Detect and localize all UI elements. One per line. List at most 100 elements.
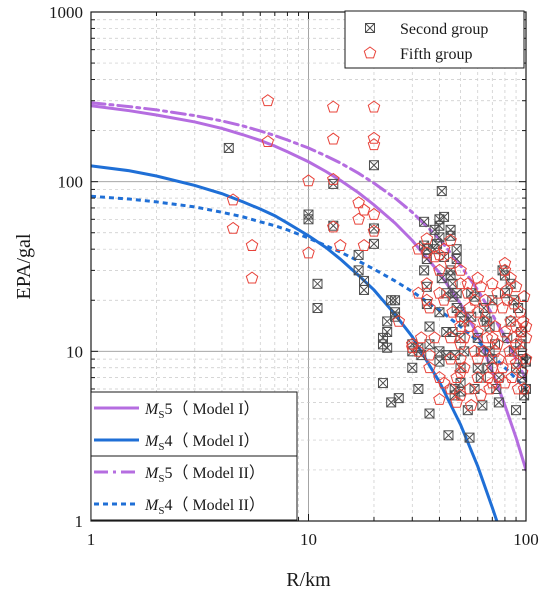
fifth-group-point	[457, 331, 471, 344]
fifth-group-point	[471, 305, 485, 318]
legend-bottom: MS5（ Model I）MS4（ Model I）MS5（ Model II）…	[90, 391, 298, 521]
fifth-group-point	[423, 301, 436, 314]
legend-bottom-sub: S	[158, 441, 164, 453]
x-tick-label: 100	[513, 530, 539, 549]
fifth-group-point	[405, 341, 419, 354]
fifth-group-point	[516, 314, 530, 327]
fifth-group-point	[420, 232, 434, 245]
second-group-point	[419, 216, 430, 227]
fifth-group-point	[479, 293, 492, 306]
fifth-group-point	[352, 212, 365, 225]
fifth-group-point	[471, 325, 485, 338]
fifth-group-point	[302, 246, 315, 259]
scatter-layer	[223, 94, 533, 443]
tick-layer: 1 10 100 1 10 100 1000	[49, 3, 539, 549]
fifth-group-point	[412, 344, 425, 357]
fifth-group-point	[463, 301, 476, 314]
second-group-point	[390, 295, 401, 306]
second-group-point	[377, 378, 388, 389]
legend-fifth-group-marker	[363, 46, 377, 59]
second-group-point	[424, 339, 435, 350]
fifth-group-point	[357, 203, 371, 216]
second-group-point	[464, 432, 475, 443]
legend-bottom-label: MS5（ Model I）	[144, 400, 260, 421]
fifth-group-point	[420, 246, 434, 259]
fifth-group-point	[261, 135, 275, 148]
fifth-group-point	[500, 283, 514, 296]
fifth-group-point	[302, 174, 315, 187]
fifth-group-point	[500, 293, 514, 306]
fifth-group-point	[423, 361, 436, 374]
fifth-group-point	[226, 193, 240, 206]
y-axis-label: EPA/gal	[13, 233, 35, 299]
fifth-group-point	[474, 280, 488, 293]
fifth-group-point	[392, 314, 406, 327]
fifth-group-point	[367, 131, 381, 144]
fifth-group-point	[454, 310, 467, 323]
fifth-group-point	[464, 398, 478, 411]
second-group-point	[472, 362, 483, 373]
legend-bottom-prefix: M	[144, 465, 160, 482]
second-group-point	[382, 327, 393, 338]
second-group-point	[359, 275, 370, 286]
fifth-group-point	[433, 371, 446, 383]
second-group-point	[449, 350, 460, 361]
legend-bottom-text: 5（ Model I）	[164, 400, 259, 418]
fifth-group-point	[423, 348, 436, 361]
legend-bottom-text: 5（ Model II）	[164, 464, 264, 482]
legend-bottom-sub: S	[158, 409, 164, 421]
fifth-group-point	[367, 138, 381, 151]
second-group-point	[407, 362, 418, 373]
second-group-point	[421, 254, 432, 265]
fifth-group-point	[444, 233, 457, 246]
y-tick-label: 1000	[49, 3, 83, 22]
second-group-point	[303, 214, 314, 225]
second-group-point	[382, 342, 393, 353]
fifth-group-point	[446, 305, 459, 318]
series-line-1	[91, 164, 499, 521]
fifth-group-point	[471, 371, 485, 383]
x-axis-label: R/km	[286, 569, 331, 591]
fifth-group-point	[509, 280, 523, 293]
fifth-group-point	[444, 382, 457, 395]
y-tick-label: 10	[66, 342, 83, 361]
fifth-group-point	[367, 100, 381, 113]
legend-bottom-sub: S	[158, 473, 164, 485]
second-group-point	[390, 311, 401, 322]
fifth-group-point	[488, 319, 502, 332]
second-group-point	[505, 278, 516, 289]
fifth-group-point	[326, 100, 340, 113]
legend-top-label: Second group	[400, 21, 488, 38]
second-group-point	[416, 350, 427, 361]
second-group-point	[393, 393, 404, 404]
x-tick-label: 10	[300, 530, 317, 549]
second-group-point	[413, 383, 424, 394]
second-group-point	[436, 186, 447, 197]
fifth-group-point	[261, 94, 275, 107]
fifth-group-point	[496, 361, 509, 374]
second-group-point	[455, 378, 466, 389]
second-group-point	[445, 270, 456, 281]
legend-bottom-label: MS4（ Model I）	[144, 432, 260, 453]
second-group-point	[434, 346, 445, 357]
fifth-group-point	[454, 263, 467, 276]
fifth-group-point	[245, 238, 259, 251]
second-group-point	[445, 230, 456, 241]
fifth-group-point	[326, 172, 340, 185]
second-group-point	[328, 220, 339, 231]
legend-top-box	[344, 10, 525, 69]
fifth-group-point	[326, 132, 340, 145]
fifth-group-point	[477, 344, 491, 357]
second-group-point	[353, 265, 364, 276]
second-group-point	[353, 249, 364, 260]
second-group-point	[469, 291, 480, 302]
second-group-point	[434, 307, 445, 318]
fifth-group-point	[517, 382, 531, 395]
second-group-point	[424, 321, 435, 332]
second-group-point	[511, 405, 522, 416]
second-group-point	[439, 211, 450, 222]
fifth-group-point	[498, 376, 512, 389]
fifth-group-point	[454, 365, 467, 378]
fifth-group-point	[414, 331, 428, 344]
legend-bottom-text: 4（ Model I）	[164, 432, 259, 450]
